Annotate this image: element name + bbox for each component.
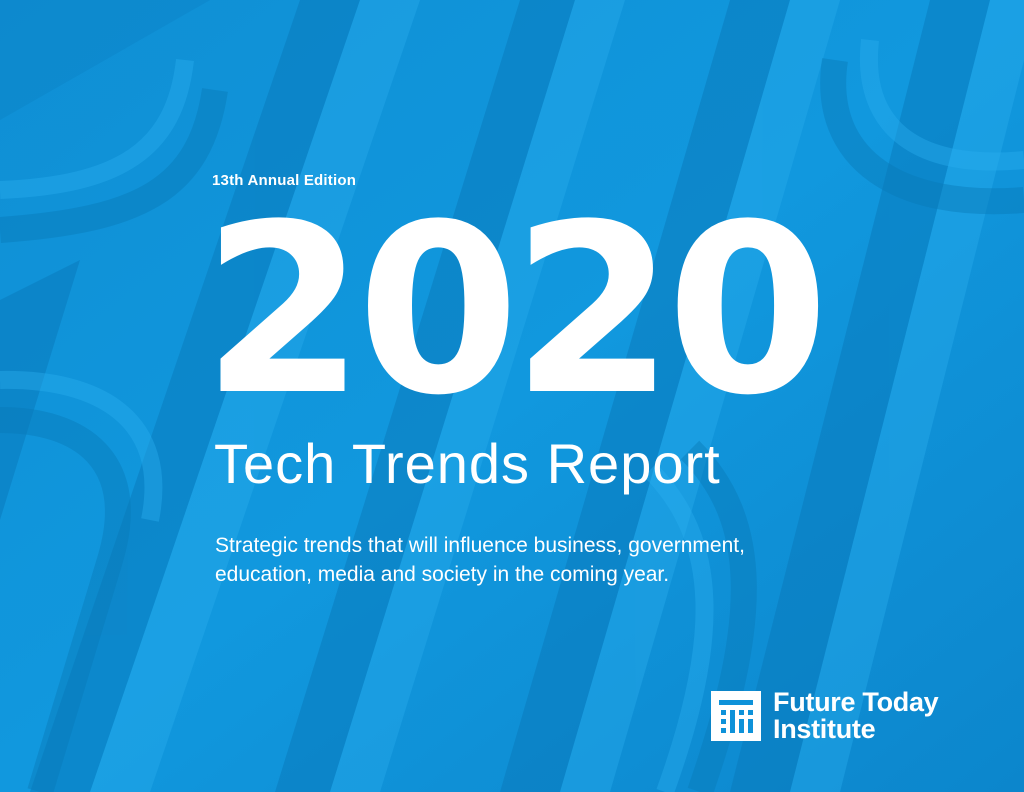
logo-wordmark: Future Today Institute xyxy=(773,687,939,744)
subtitle-line-2: education, media and society in the comi… xyxy=(215,563,670,586)
future-today-institute-logo: Future Today Institute xyxy=(711,687,939,744)
logo-line-2: Institute xyxy=(773,714,876,744)
subtitle-line-1: Strategic trends that will influence bus… xyxy=(215,534,745,557)
future-today-institute-logo-icon xyxy=(711,691,761,741)
report-year: 2020 xyxy=(202,175,829,447)
report-title: Tech Trends Report xyxy=(214,432,721,495)
edition-label: 13th Annual Edition xyxy=(212,172,357,189)
report-subtitle: Strategic trends that will influence bus… xyxy=(215,531,875,589)
logo-line-1: Future Today xyxy=(773,687,939,717)
